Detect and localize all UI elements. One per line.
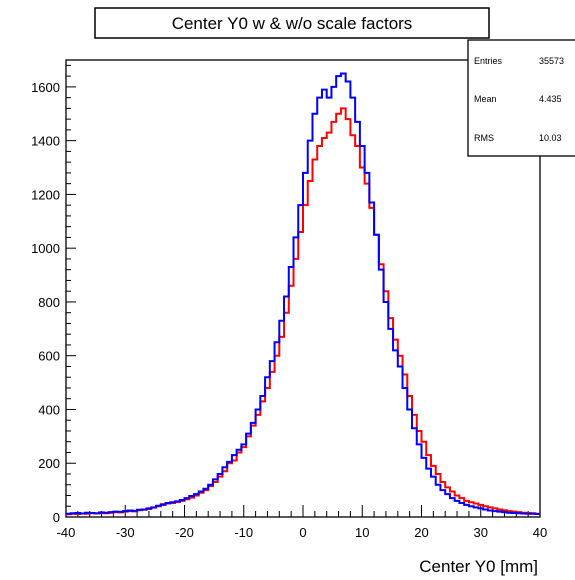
x-tick-label: 10 <box>355 525 369 540</box>
y-tick-label: 800 <box>38 295 60 310</box>
x-axis-title: Center Y0 [mm] <box>419 557 538 576</box>
y-tick-label: 600 <box>38 349 60 364</box>
series-layer <box>66 72 540 516</box>
stats-mean-label: Mean <box>474 94 497 104</box>
y-tick-label: 1400 <box>31 134 60 149</box>
stats-entries-label: Entries <box>474 56 503 66</box>
stats-entries-value: 35573 <box>539 56 564 66</box>
x-tick-label: 0 <box>299 525 306 540</box>
histogram-series-0 <box>66 107 540 516</box>
y-tick-label: 1600 <box>31 80 60 95</box>
stats-mean-value: 4.435 <box>539 94 562 104</box>
title-box <box>94 7 490 39</box>
x-tick-label: -30 <box>116 525 135 540</box>
chart-title: Center Y0 w & w/o scale factors <box>172 14 413 33</box>
y-axis: 0 200 400 600 800 1000 1200 1400 1600 <box>31 64 76 525</box>
x-axis: -40 -30 -20 -10 0 10 20 30 40 <box>57 505 547 540</box>
x-tick-label: 30 <box>474 525 488 540</box>
stats-rms-label: RMS <box>474 133 494 143</box>
y-tick-label: 400 <box>38 402 60 417</box>
y-tick-label: 1200 <box>31 187 60 202</box>
y-tick-label: 200 <box>38 456 60 471</box>
stats-box: Entries 35573 Mean 4.435 RMS 10.03 <box>467 39 575 157</box>
histogram-series-1 <box>66 72 540 516</box>
y-tick-label: 0 <box>53 510 60 525</box>
x-tick-label: -40 <box>57 525 76 540</box>
x-tick-label: 20 <box>414 525 428 540</box>
y-tick-label: 1000 <box>31 241 60 256</box>
x-tick-label: -20 <box>175 525 194 540</box>
stats-rms-value: 10.03 <box>539 133 562 143</box>
x-tick-label: 40 <box>533 525 547 540</box>
x-tick-label: -10 <box>234 525 253 540</box>
